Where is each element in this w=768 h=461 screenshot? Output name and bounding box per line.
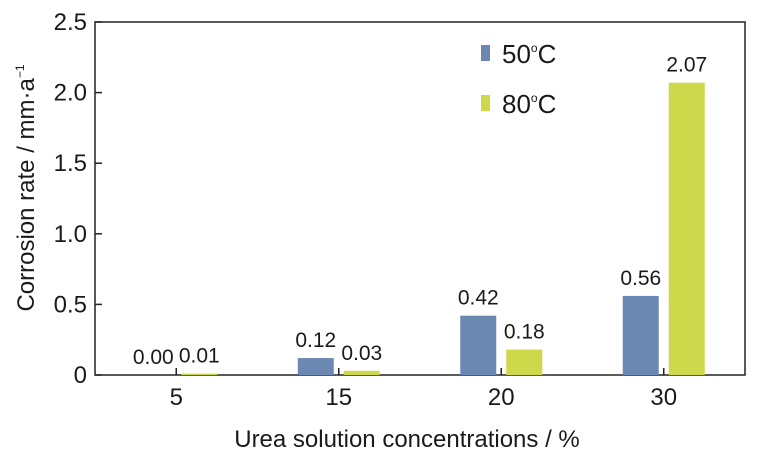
bar-value-label: 0.00 (133, 346, 174, 369)
x-tick-label: 15 (325, 384, 352, 411)
bar-value-label: 0.42 (458, 287, 499, 310)
y-axis-title: Corrosion rate / mm·a−1 (13, 64, 40, 311)
bar-series (181, 82, 705, 375)
plot-frame (94, 21, 746, 376)
bar (668, 82, 705, 375)
data-labels: 0.00 0.01 0.120.03 0.420.18 0.56 2.07 (133, 54, 707, 369)
legend-label: 50oC (502, 39, 556, 69)
y-tick-label: 2.5 (54, 9, 87, 36)
bar (343, 370, 380, 375)
legend-swatch (481, 45, 490, 61)
y-tick-label: 1.5 (54, 150, 87, 177)
legend-swatch (481, 95, 490, 111)
bar-value-label: 0.12 (295, 329, 336, 352)
legend: 50oC 80oC (481, 39, 556, 119)
y-tick-label: 0.5 (54, 291, 87, 318)
bar-value-label: 2.07 (666, 54, 707, 77)
y-tick-label: 0 (74, 362, 87, 389)
bar (460, 315, 497, 375)
bar (181, 373, 218, 375)
bar-value-label: 0.18 (504, 321, 545, 344)
x-tick-label: 5 (170, 384, 183, 411)
bar-value-label: 0.01 (179, 345, 220, 368)
x-tick-label: 30 (650, 384, 677, 411)
x-axis-title: Urea solution concentrations / % (234, 426, 580, 453)
y-tick-label: 2.0 (54, 80, 87, 107)
x-tick-label: 20 (488, 384, 515, 411)
bar (297, 358, 334, 375)
y-tick-label: 1.0 (54, 221, 87, 248)
bar-value-label: 0.56 (620, 267, 661, 290)
bar (506, 349, 543, 375)
y-axis-ticks: 0 0.5 1.0 1.5 2.0 2.5 (54, 9, 102, 389)
legend-label: 80oC (502, 89, 556, 119)
bar (622, 295, 659, 375)
bar-value-label: 0.03 (341, 342, 382, 365)
x-axis-ticks: 5 15 20 30 (170, 368, 677, 411)
